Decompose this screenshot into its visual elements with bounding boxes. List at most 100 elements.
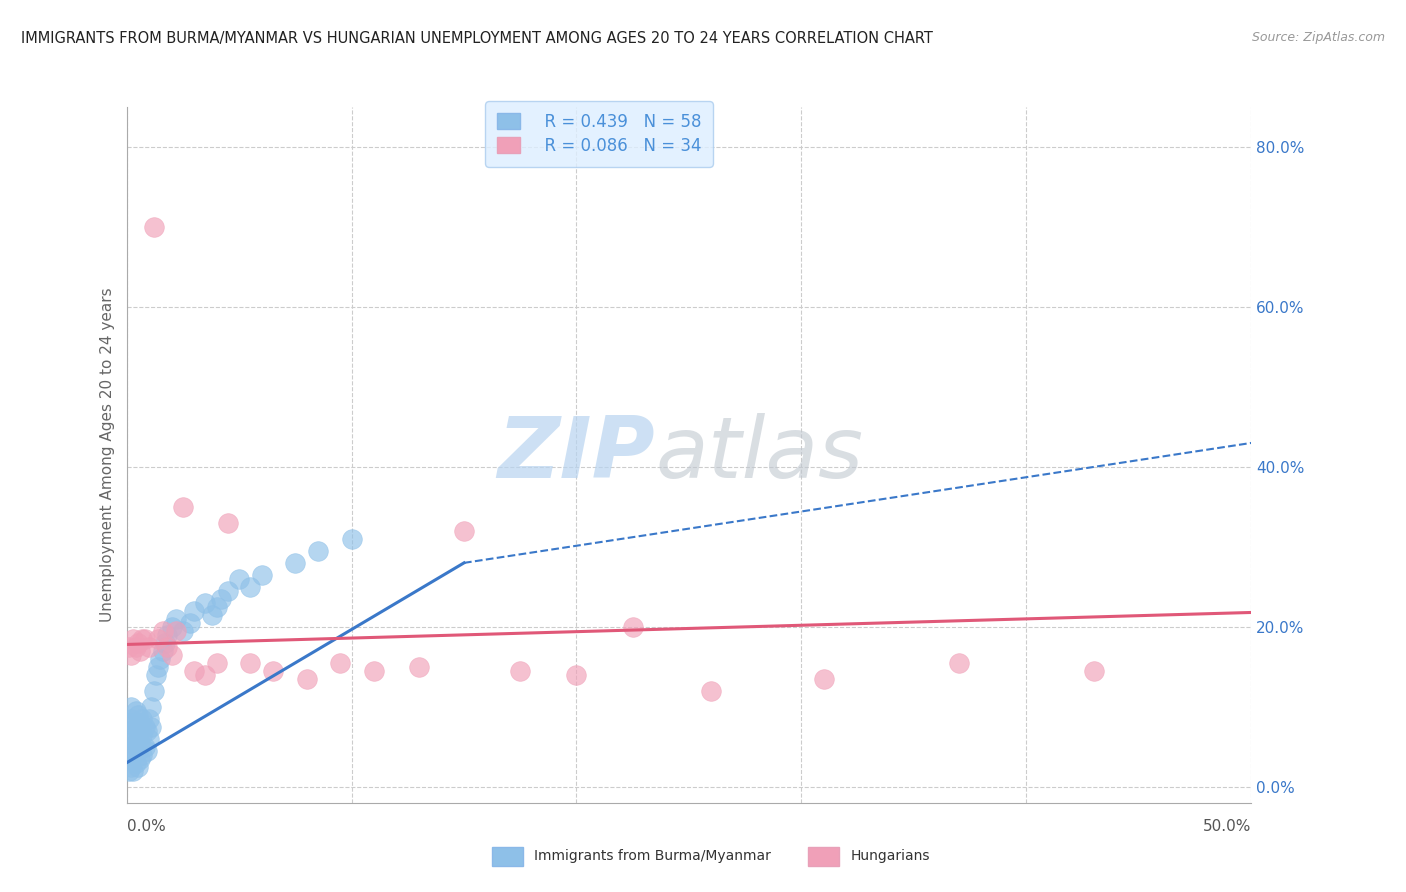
Point (118, 747, 141, 762)
Point (453, 524, 475, 538)
Point (509, 664, 531, 678)
Point (307, 544, 329, 558)
Point (408, 660, 430, 674)
Point (172, 624, 194, 638)
Point (948, 656, 970, 670)
Point (141, 699, 163, 714)
Point (156, 628, 179, 642)
Point (127, 744, 149, 758)
Point (145, 668, 167, 682)
Point (135, 744, 157, 758)
Point (135, 723, 157, 738)
Point (160, 648, 183, 662)
Point (129, 644, 152, 658)
Point (239, 656, 262, 670)
Point (131, 632, 153, 646)
Point (131, 728, 153, 742)
Point (129, 715, 152, 730)
Y-axis label: Unemployment Among Ages 20 to 24 years: Unemployment Among Ages 20 to 24 years (100, 287, 115, 623)
Point (138, 712, 160, 726)
Point (138, 640, 160, 654)
Point (183, 604, 205, 618)
Point (120, 744, 142, 758)
Point (122, 731, 145, 746)
Point (120, 760, 142, 774)
Point (165, 624, 187, 638)
Point (120, 728, 142, 742)
Point (239, 580, 262, 594)
Point (295, 672, 318, 686)
Point (118, 640, 141, 654)
Point (363, 664, 385, 678)
Text: IMMIGRANTS FROM BURMA/MYANMAR VS HUNGARIAN UNEMPLOYMENT AMONG AGES 20 TO 24 YEAR: IMMIGRANTS FROM BURMA/MYANMAR VS HUNGARI… (21, 31, 934, 46)
Text: 50.0%: 50.0% (1204, 820, 1251, 834)
Point (172, 500, 194, 514)
Text: Source: ZipAtlas.com: Source: ZipAtlas.com (1251, 31, 1385, 45)
Point (127, 723, 149, 738)
Point (134, 632, 156, 646)
Point (131, 712, 153, 726)
Point (565, 668, 588, 682)
Point (329, 656, 352, 670)
Point (152, 644, 174, 658)
Point (153, 636, 176, 650)
Point (284, 556, 307, 570)
Text: ZIP: ZIP (498, 413, 655, 497)
Point (250, 567, 273, 582)
Point (340, 532, 363, 546)
Point (120, 699, 142, 714)
Point (127, 760, 149, 774)
Point (127, 636, 149, 650)
Point (141, 720, 163, 734)
Point (131, 747, 153, 762)
Point (118, 764, 141, 778)
Point (124, 704, 146, 718)
Point (217, 516, 239, 530)
Point (134, 720, 156, 734)
Text: 0.0%: 0.0% (127, 820, 166, 834)
Point (138, 731, 160, 746)
Point (124, 640, 146, 654)
Point (129, 736, 152, 750)
Point (146, 632, 169, 646)
Point (124, 720, 146, 734)
Point (160, 620, 183, 634)
Point (149, 652, 172, 666)
Text: Immigrants from Burma/Myanmar: Immigrants from Burma/Myanmar (534, 849, 770, 863)
Point (129, 752, 152, 766)
Point (813, 672, 835, 686)
Legend:   R = 0.439   N = 58,   R = 0.086   N = 34: R = 0.439 N = 58, R = 0.086 N = 34 (485, 102, 713, 167)
Point (124, 756, 146, 770)
Point (700, 683, 723, 698)
Point (124, 736, 146, 750)
Point (152, 624, 174, 638)
Text: atlas: atlas (655, 413, 863, 497)
Point (120, 648, 142, 662)
Point (118, 715, 141, 730)
Point (1083, 664, 1105, 678)
Point (122, 764, 145, 778)
Point (134, 739, 156, 754)
Point (205, 599, 228, 614)
Point (262, 664, 284, 678)
Point (217, 583, 239, 598)
Point (201, 607, 224, 622)
Point (122, 747, 145, 762)
Point (179, 615, 201, 630)
Point (205, 656, 228, 670)
Point (122, 715, 145, 730)
Point (120, 712, 142, 726)
Point (621, 620, 644, 634)
Point (194, 596, 217, 610)
Point (127, 707, 149, 722)
Point (142, 683, 165, 698)
Point (122, 632, 145, 646)
Point (146, 660, 169, 674)
Point (183, 664, 205, 678)
Point (209, 591, 232, 606)
Point (118, 731, 141, 746)
Point (194, 668, 217, 682)
Point (165, 612, 187, 626)
Point (156, 640, 179, 654)
Text: Hungarians: Hungarians (851, 849, 931, 863)
